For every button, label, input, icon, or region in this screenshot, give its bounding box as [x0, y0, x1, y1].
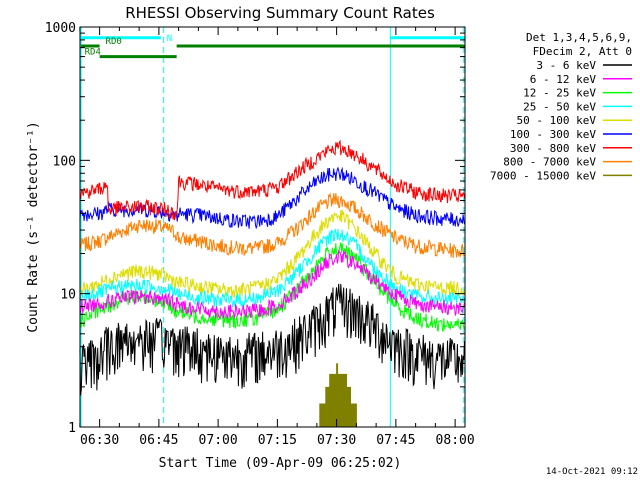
flag-label-n: N — [167, 34, 172, 44]
footer-timestamp: 14-Oct-2021 09:12 — [546, 467, 638, 477]
y-tick-label-100: 100 — [53, 154, 76, 169]
legend-header-line-1: Det 1,3,4,5,6,9, — [526, 31, 632, 44]
legend-label-12-25-kev: 12 - 25 keV — [523, 87, 596, 100]
legend-header-line-2: FDecim 2, Att 0 — [533, 45, 632, 58]
x-axis-label: Start Time (09-Apr-09 06:25:02) — [159, 456, 402, 471]
legend-label-6-12-kev: 6 - 12 keV — [530, 73, 597, 86]
y-tick-label-10: 10 — [60, 288, 76, 303]
x-tick-label-08-00: 08:00 — [436, 433, 475, 448]
axis-ticks: 06:30 06:45 07:00 07:15 07:30 07:45 08:00 1 10 10… — [45, 21, 475, 448]
legend: Det 1,3,4,5,6,9, FDecim 2, Att 0 3 - 6 k… — [490, 31, 632, 182]
series-3-6-kev-line — [79, 283, 465, 396]
series-800-7000-kev-line — [79, 192, 465, 259]
series-7000-15000-kev-segment-1 — [319, 363, 357, 427]
x-tick-label-07-30: 07:30 — [317, 433, 356, 448]
plot-marks: N RD0 RD4 — [79, 27, 465, 427]
series-25-50-kev-line — [79, 228, 465, 309]
chart-title: RHESSI Observing Summary Count Rates — [125, 4, 435, 22]
series-300-800-kev-line — [79, 139, 465, 221]
y-tick-label-1000: 1000 — [45, 21, 76, 36]
series-12-25-kev-line — [79, 242, 465, 332]
flag-label-rd4: RD4 — [85, 48, 101, 58]
x-tick-label-07-45: 07:45 — [376, 433, 415, 448]
x-tick-label-07-00: 07:00 — [199, 433, 238, 448]
legend-label-300-800-kev: 300 - 800 keV — [510, 142, 596, 155]
legend-label-100-300-kev: 100 - 300 keV — [510, 128, 596, 141]
y-tick-label-1: 1 — [68, 421, 76, 436]
series-6-12-kev-line — [79, 249, 465, 319]
y-axis-label: Count Rate (s⁻¹ detector⁻¹) — [26, 121, 41, 332]
plot-frame — [79, 26, 466, 428]
x-tick-label-07-15: 07:15 — [258, 433, 297, 448]
series-100-300-kev-line — [79, 166, 465, 230]
legend-label-3-6-kev: 3 - 6 keV — [536, 59, 596, 72]
legend-label-25-50-kev: 25 - 50 keV — [523, 100, 596, 113]
legend-label-7000-15000-kev: 7000 - 15000 keV — [490, 169, 596, 182]
flag-label-rd0: RD0 — [106, 37, 122, 47]
legend-label-800-7000-kev: 800 - 7000 keV — [503, 156, 596, 169]
x-tick-label-06-45: 06:45 — [139, 433, 178, 448]
x-tick-label-06-30: 06:30 — [80, 433, 119, 448]
legend-label-50-100-kev: 50 - 100 keV — [517, 114, 597, 127]
series-50-100-kev-line — [79, 209, 465, 299]
